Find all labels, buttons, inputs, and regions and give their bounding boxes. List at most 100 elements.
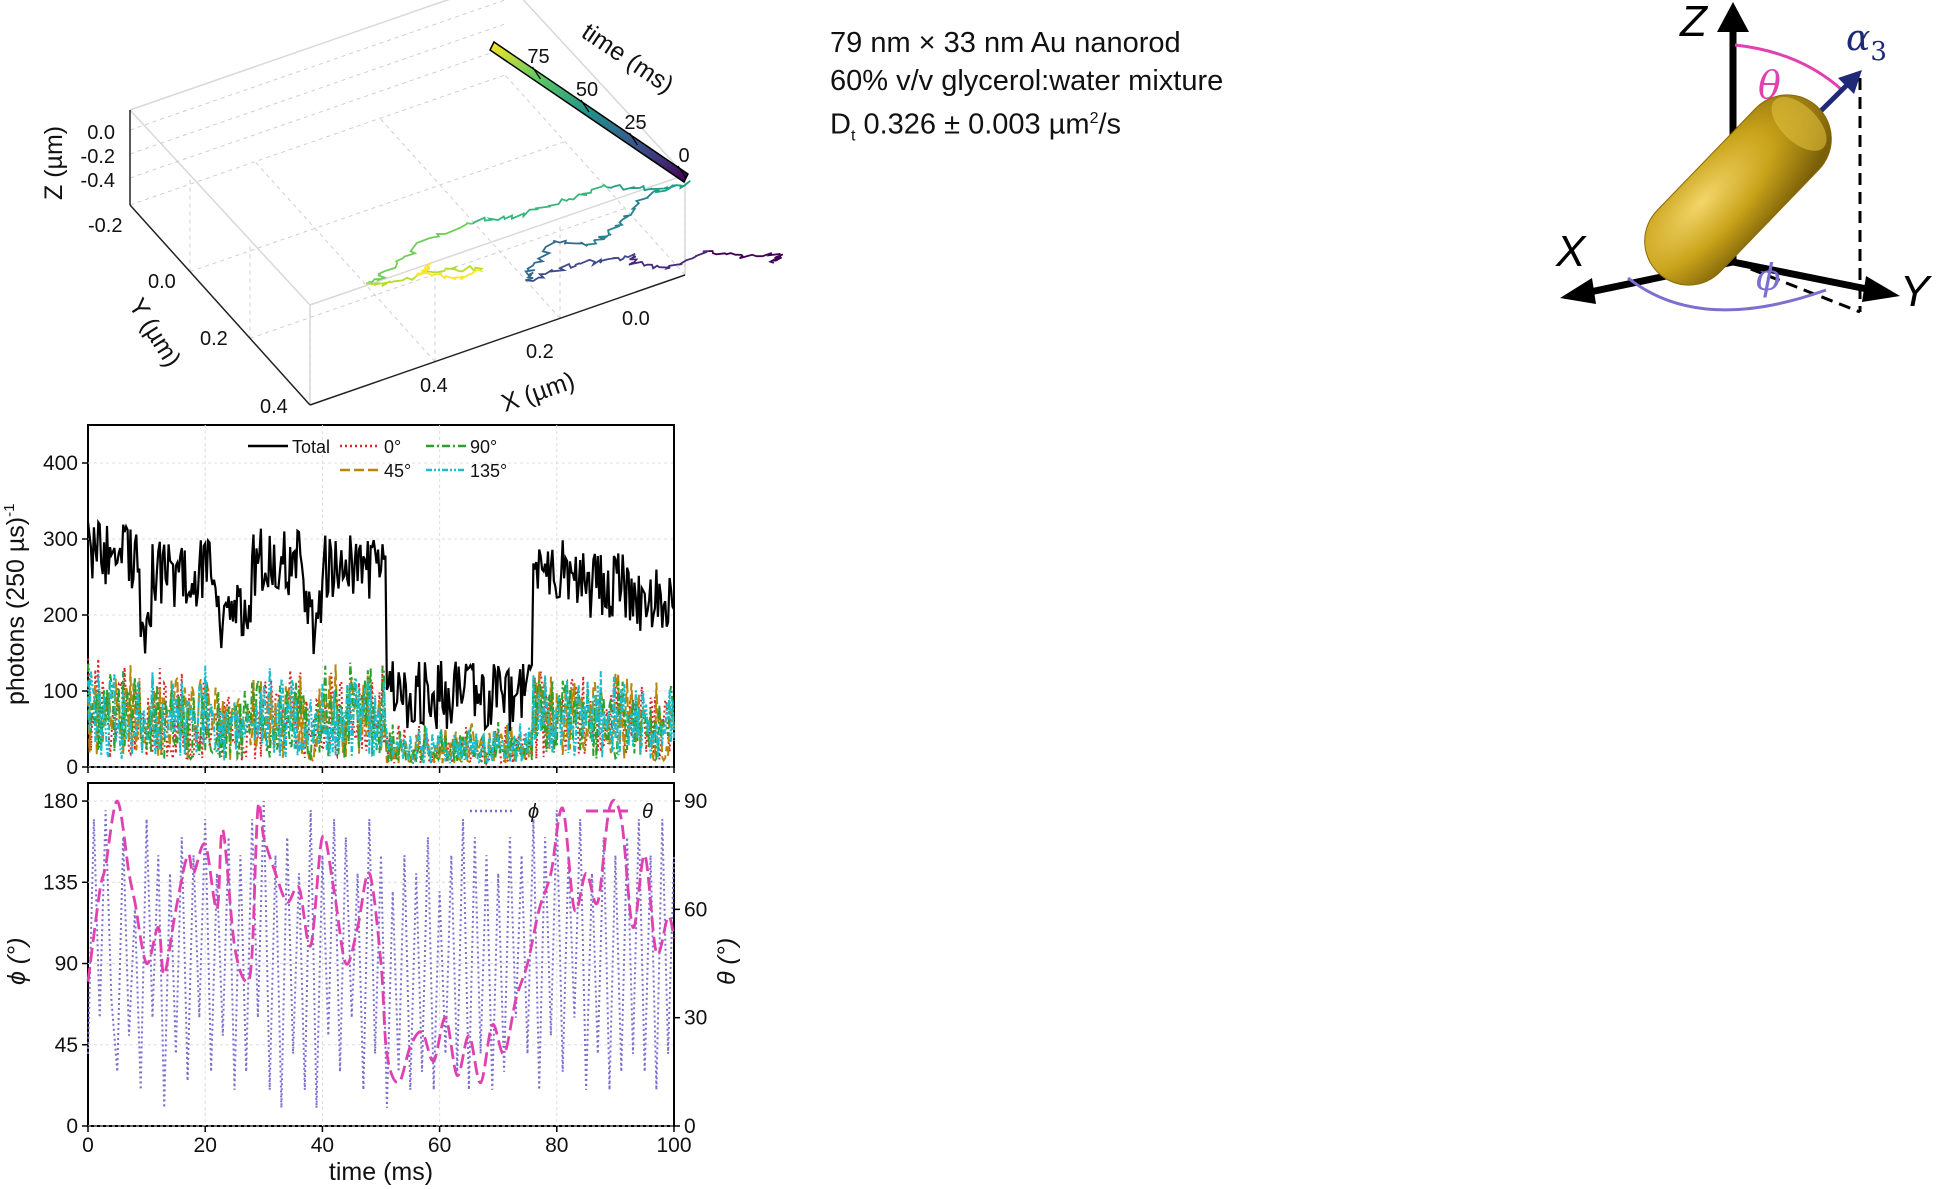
info-line-3: Dt 0.326 ± 0.003 µm2/s: [830, 108, 1122, 145]
z-tick-1: -0.2: [81, 146, 115, 168]
series-theta: [86, 798, 676, 1085]
grid-line: [504, 74, 686, 276]
photons-legend: Total 0° 90° 45° 135°: [248, 437, 507, 481]
y-tick-1: 0.0: [148, 271, 176, 293]
legend-135-label: 135°: [470, 461, 507, 481]
info-line-1: 79 nm × 33 nm Au nanorod: [830, 27, 1181, 59]
trajectory-3d-panel: 0.0 -0.2 -0.4 -0.2 0.0 0.2 0.4 0.0 0.2 0…: [40, 0, 784, 418]
series-135deg: [87, 665, 675, 766]
time-axis-label: time (ms): [329, 1158, 433, 1186]
colorbar-tick: [532, 66, 541, 80]
left-tick-label: 45: [55, 1034, 78, 1057]
y-tick-label: 400: [43, 452, 78, 475]
photons-y-ticks: 0 100 200 300 400: [43, 452, 675, 779]
y-tick-label: 200: [43, 604, 78, 627]
trajectory-segment: [607, 180, 691, 194]
z-axis-label: Z (µm): [40, 126, 68, 200]
trajectory-segment: [366, 222, 473, 285]
series-total: [86, 518, 675, 732]
x-tick-label: 20: [194, 1134, 217, 1157]
angles-x-ticks: 0 20 40 60 80 100: [82, 1126, 692, 1157]
grid-line: [129, 47, 506, 179]
angles-panel: 0 45 90 135 180 0 30 60 90 0 20 40 60 80 100 ϕ (°) θ…: [3, 782, 741, 1186]
y-tick-label: 0: [66, 756, 78, 779]
diagram-y-axis: [1732, 258, 1873, 294]
y-axis-label: Y (µm): [123, 293, 187, 371]
right-tick-label: 0: [684, 1115, 696, 1138]
colorbar-ticks: 0 25 50 75: [527, 46, 690, 179]
diagram-phi-arc: [1627, 276, 1827, 312]
grid-line: [254, 161, 436, 363]
diagram-z-arrowhead: [1717, 2, 1749, 32]
legend-90-label: 90°: [470, 437, 497, 457]
colorbar-tick-label: 25: [624, 112, 646, 134]
x-tick-label: 40: [311, 1134, 334, 1157]
z-tick-0: 0.0: [87, 122, 115, 144]
pane-edge: [522, 0, 686, 176]
angles-left-ticks: 0 45 90 135 180: [43, 790, 88, 1138]
trajectory-segment: [413, 261, 485, 281]
diagram-z-label: Z: [1679, 0, 1709, 46]
right-tick-label: 60: [684, 898, 707, 921]
left-tick-label: 180: [43, 790, 78, 813]
y-tick-label: 300: [43, 528, 78, 551]
phi-axis-label: ϕ (°): [3, 938, 31, 986]
nanorod-highlight: [1771, 96, 1827, 151]
x-axis-label: X (µm): [498, 367, 579, 418]
grid-line: [129, 23, 506, 155]
colorbar-tick-label: 0: [678, 145, 689, 167]
colorbar-tick-label: 50: [576, 79, 598, 101]
diagram-phi-label: ϕ: [1756, 258, 1781, 299]
angles-legend: ϕ θ: [470, 801, 653, 823]
legend-total-label: Total: [292, 437, 330, 457]
x-axis-line: [309, 274, 686, 406]
colorbar-tick: [580, 99, 590, 113]
theta-axis-label: θ (°): [713, 938, 741, 985]
legend-45-label: 45°: [384, 461, 411, 481]
x-tick-label: 100: [656, 1134, 691, 1157]
right-tick-label: 90: [684, 790, 707, 813]
left-tick-label: 0: [66, 1115, 78, 1138]
grid-line: [129, 74, 506, 206]
angles-lines: [86, 798, 676, 1108]
x-tick-0: 0.0: [622, 308, 650, 330]
diagram-x-label: X: [1555, 227, 1587, 276]
angles-right-ticks: 0 30 60 90: [674, 790, 707, 1138]
y-tick-2: 0.2: [200, 328, 228, 350]
pane-edge: [129, 109, 311, 306]
diagram-projection-floor: [1732, 260, 1861, 314]
diagram-alpha-label: α3: [1846, 18, 1887, 67]
right-tick-label: 30: [684, 1007, 707, 1030]
grid-line: [189, 141, 566, 273]
trajectory-line: [366, 180, 784, 288]
diagram-y-label: Y: [1900, 267, 1932, 316]
x-tick-label: 80: [545, 1134, 568, 1157]
left-tick-label: 135: [43, 871, 78, 894]
diagram-x-arrowhead: [1560, 278, 1596, 304]
photons-lines: [86, 518, 675, 767]
photons-panel: 0 100 200 300 400 photons (250 µs)-1 Total 0…: [1, 424, 675, 779]
pane-edge: [129, 0, 450, 111]
photons-y-label: photons (250 µs)-1: [1, 504, 30, 705]
diagram-theta-arc: [1734, 43, 1844, 92]
nanorod: [1644, 94, 1832, 286]
legend-theta-label: θ: [642, 801, 653, 823]
angles-frame: [87, 782, 675, 1127]
left-tick-label: 90: [55, 953, 78, 976]
legend-phi-label: ϕ: [528, 801, 539, 823]
nanorod-body: [1644, 94, 1832, 286]
pane-edge: [309, 174, 686, 306]
info-text: 79 nm × 33 nm Au nanorod 60% v/v glycero…: [830, 24, 1223, 155]
colorbar-tick-label: 75: [527, 46, 549, 68]
x-tick-1: 0.2: [526, 341, 554, 363]
trajectory-segment: [586, 190, 655, 246]
legend-0-label: 0°: [384, 437, 401, 457]
photons-frame: [87, 424, 675, 768]
nanorod-diagram: Z X Y θ ϕ α3: [1555, 0, 1932, 316]
y-axis-line: [129, 204, 311, 406]
x-tick-label: 0: [82, 1134, 94, 1157]
trajectory-segment: [525, 253, 636, 282]
diagram-y-arrowhead: [1862, 276, 1900, 302]
x-tick-label: 60: [428, 1134, 451, 1157]
colorbar-tick: [629, 132, 638, 146]
